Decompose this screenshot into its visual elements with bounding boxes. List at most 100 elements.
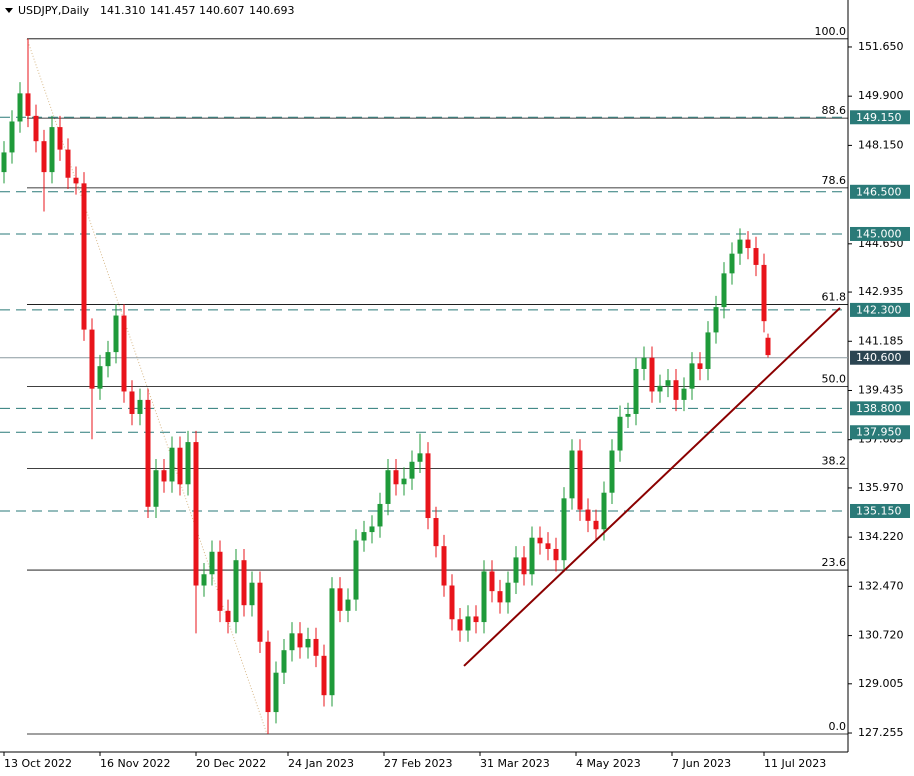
ohlc-open: 141.310 xyxy=(100,4,146,17)
level-label: 135.150 xyxy=(856,504,902,517)
level-label: 149.150 xyxy=(856,111,902,124)
candle-body xyxy=(417,453,423,462)
x-tick-label: 24 Jan 2023 xyxy=(288,757,354,770)
candle-body xyxy=(489,571,495,592)
symbol: USDJPY,Daily xyxy=(18,4,90,17)
candle-body xyxy=(753,248,759,265)
candle-body xyxy=(625,413,631,417)
candle-body xyxy=(249,582,255,606)
candle-body xyxy=(473,616,479,623)
fib-label: 100.0 xyxy=(815,25,847,38)
ohlc-low: 140.607 xyxy=(199,4,245,17)
candle-body xyxy=(449,585,455,620)
candle-body xyxy=(457,619,463,631)
candle-body xyxy=(153,470,159,507)
candle-body xyxy=(737,239,743,254)
y-tick-label: 132.470 xyxy=(858,579,904,592)
candle-body xyxy=(353,540,359,600)
candle-body xyxy=(201,574,207,586)
candle-body xyxy=(425,453,431,519)
candle-body xyxy=(409,461,415,479)
candle-body xyxy=(393,470,399,485)
y-tick-label: 139.435 xyxy=(858,383,904,396)
candle-body xyxy=(65,149,71,178)
candle-body xyxy=(765,337,771,356)
fib-label: 61.8 xyxy=(822,291,847,304)
candle-body xyxy=(465,616,471,631)
candle-body xyxy=(369,526,375,533)
level-box xyxy=(850,184,910,199)
candle-body xyxy=(73,177,79,184)
candle-body xyxy=(553,548,559,561)
x-tick-label: 20 Dec 2022 xyxy=(196,757,266,770)
candle-body xyxy=(657,385,663,392)
menu-arrow[interactable] xyxy=(5,8,13,13)
candle-body xyxy=(33,115,39,142)
candle-body xyxy=(313,638,319,656)
candle-body xyxy=(721,273,727,308)
candle-body xyxy=(649,357,655,392)
candle-body xyxy=(57,127,63,150)
fib-label: 38.2 xyxy=(822,455,847,468)
candle-body xyxy=(289,633,295,651)
candle-body xyxy=(673,380,679,400)
trendline xyxy=(463,307,841,667)
candle-body xyxy=(241,560,247,606)
ohlc-high: 141.457 xyxy=(150,4,196,17)
ohlc-close: 140.693 xyxy=(249,4,295,17)
x-tick-label: 13 Oct 2022 xyxy=(4,757,72,770)
y-tick-label: 141.185 xyxy=(858,334,904,347)
candle-body xyxy=(145,399,151,507)
level-label: 142.300 xyxy=(856,303,902,316)
candle-body xyxy=(273,672,279,713)
y-tick-label: 129.005 xyxy=(858,677,904,690)
candle-body xyxy=(121,315,127,392)
candle-body xyxy=(337,588,343,611)
candle-body xyxy=(9,121,15,153)
candle-body xyxy=(505,582,511,603)
candle-body xyxy=(689,363,695,389)
candle-body xyxy=(361,532,367,541)
candle-body xyxy=(105,352,111,367)
candle-body xyxy=(481,571,487,623)
price-label: 140.600 xyxy=(856,351,902,364)
candle-body xyxy=(97,366,103,389)
candle-body xyxy=(441,546,447,586)
candle-body xyxy=(585,509,591,521)
candle-body xyxy=(745,239,751,249)
candle-body xyxy=(697,363,703,369)
candle-body xyxy=(561,498,567,561)
candle-body xyxy=(41,141,47,173)
candle-body xyxy=(401,478,407,485)
x-tick-label: 4 May 2023 xyxy=(576,757,641,770)
candle-body xyxy=(89,329,95,389)
candle-body xyxy=(713,307,719,333)
candle-body xyxy=(681,388,687,400)
candle-body xyxy=(1,152,7,173)
level-label: 137.950 xyxy=(856,426,902,439)
candle-body xyxy=(193,442,199,586)
candle-body xyxy=(345,599,351,611)
candle-body xyxy=(377,503,383,527)
level-label: 138.800 xyxy=(856,402,902,415)
candle-body xyxy=(545,543,551,549)
level-box xyxy=(850,226,910,241)
candle-body xyxy=(385,470,391,504)
candle-body xyxy=(25,93,31,116)
candle-body xyxy=(185,442,191,485)
level-label: 145.000 xyxy=(856,227,902,240)
x-tick-label: 27 Feb 2023 xyxy=(384,757,452,770)
level-box xyxy=(850,401,910,416)
candle-body xyxy=(17,93,23,122)
y-tick-label: 142.935 xyxy=(858,285,904,298)
fib-label: 78.6 xyxy=(822,174,847,187)
candle-body xyxy=(177,447,183,485)
candle-body xyxy=(761,264,767,322)
candle-body xyxy=(601,492,607,530)
y-tick-label: 149.900 xyxy=(858,89,904,102)
fib-label: 23.6 xyxy=(822,556,847,569)
y-tick-label: 151.650 xyxy=(858,40,904,53)
y-tick-label: 148.150 xyxy=(858,138,904,151)
candle-body xyxy=(633,368,639,414)
candle-body xyxy=(209,551,215,575)
